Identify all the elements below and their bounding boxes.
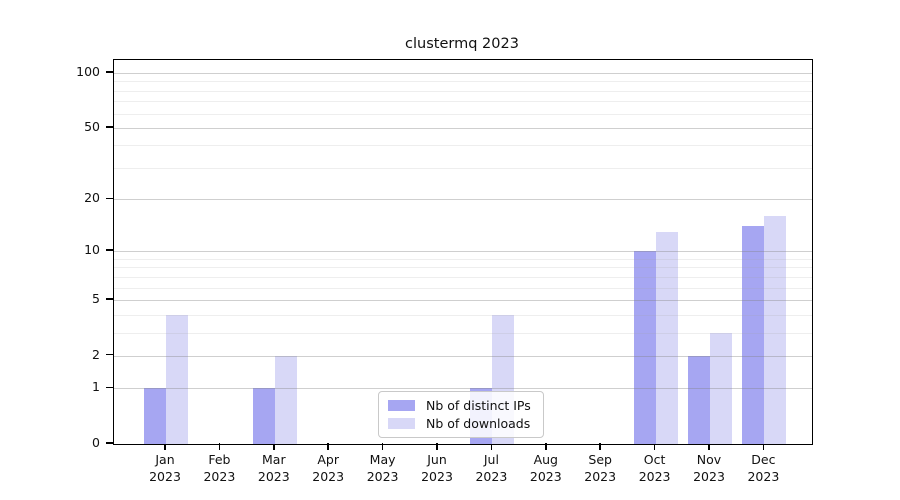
y-tick-50 bbox=[106, 126, 113, 128]
x-tick-year-apr: 2023 bbox=[312, 469, 345, 484]
y-tick-0 bbox=[106, 442, 113, 444]
x-tick-label-mar: Mar 2023 bbox=[242, 451, 306, 485]
x-tick-may bbox=[381, 443, 384, 450]
x-tick-year-feb: 2023 bbox=[203, 469, 236, 484]
y-tick-label-100: 100 bbox=[76, 64, 100, 79]
x-tick-apr bbox=[327, 443, 329, 450]
bar-nb-of-downloads-oct bbox=[655, 231, 678, 444]
x-tick-jul bbox=[490, 443, 493, 450]
bars-layer bbox=[114, 60, 812, 444]
x-tick-year-oct: 2023 bbox=[638, 469, 671, 484]
x-tick-label-may: May 2023 bbox=[351, 451, 415, 485]
bar-nb-of-distinct-ips-nov bbox=[688, 355, 710, 444]
x-tick-feb bbox=[218, 443, 221, 450]
x-tick-label-jul: Jul 2023 bbox=[459, 451, 523, 485]
bar-nb-of-downloads-jan bbox=[166, 314, 188, 444]
legend-swatch-distinct-ips bbox=[388, 400, 415, 411]
x-tick-label-jun: Jun 2023 bbox=[405, 451, 469, 485]
x-tick-sep bbox=[599, 443, 601, 450]
y-tick-label-0: 0 bbox=[92, 435, 100, 450]
bar-nb-of-downloads-nov bbox=[710, 332, 732, 444]
x-tick-year-mar: 2023 bbox=[257, 469, 290, 484]
x-tick-year-jul: 2023 bbox=[475, 469, 508, 484]
y-tick-label-5: 5 bbox=[92, 290, 100, 306]
legend-swatch-downloads bbox=[388, 418, 415, 429]
x-tick-aug bbox=[545, 443, 547, 450]
x-tick-label-dec: Dec 2023 bbox=[731, 451, 795, 485]
x-tick-label-nov: Nov 2023 bbox=[677, 451, 741, 485]
bar-nb-of-distinct-ips-jan bbox=[144, 388, 166, 444]
y-tick-label-10: 10 bbox=[84, 242, 100, 258]
plot-area: Nb of distinct IPs Nb of downloads bbox=[113, 59, 813, 445]
y-tick-1 bbox=[106, 386, 113, 389]
legend-item-downloads: Nb of downloads bbox=[379, 416, 543, 431]
x-tick-year-nov: 2023 bbox=[693, 469, 725, 484]
bar-nb-of-downloads-dec bbox=[764, 216, 787, 444]
legend-label-downloads: Nb of downloads bbox=[426, 416, 531, 431]
x-tick-mar bbox=[273, 443, 275, 450]
bar-nb-of-distinct-ips-oct bbox=[633, 251, 656, 444]
bar-nb-of-distinct-ips-mar bbox=[252, 388, 275, 444]
x-tick-jan bbox=[164, 443, 166, 450]
x-tick-label-aug: Aug 2023 bbox=[514, 451, 578, 485]
y-tick-label-20: 20 bbox=[84, 190, 100, 206]
y-tick-2 bbox=[106, 353, 113, 356]
x-tick-nov bbox=[708, 443, 710, 450]
x-tick-year-jan: 2023 bbox=[149, 469, 181, 484]
y-tick-100 bbox=[106, 71, 113, 73]
x-tick-label-oct: Oct 2023 bbox=[623, 451, 687, 485]
x-tick-oct bbox=[653, 443, 656, 450]
x-tick-label-feb: Feb 2023 bbox=[187, 451, 251, 485]
x-tick-dec bbox=[762, 443, 765, 450]
x-tick-year-aug: 2023 bbox=[529, 469, 562, 484]
y-tick-label-50: 50 bbox=[84, 118, 100, 134]
x-tick-label-sep: Sep 2023 bbox=[568, 451, 632, 485]
legend-label-distinct-ips: Nb of distinct IPs bbox=[426, 398, 531, 413]
y-tick-5 bbox=[106, 298, 113, 300]
y-tick-label-1: 1 bbox=[92, 379, 100, 395]
y-tick-label-2: 2 bbox=[92, 346, 100, 362]
x-tick-jun bbox=[436, 443, 438, 450]
x-tick-year-dec: 2023 bbox=[747, 469, 780, 484]
x-tick-year-jun: 2023 bbox=[421, 469, 453, 484]
x-tick-year-sep: 2023 bbox=[584, 469, 617, 484]
bar-nb-of-distinct-ips-dec bbox=[742, 226, 765, 444]
legend: Nb of distinct IPs Nb of downloads bbox=[378, 391, 544, 438]
chart-title: clustermq 2023 bbox=[405, 36, 519, 52]
y-tick-10 bbox=[106, 249, 113, 251]
legend-item-distinct-ips: Nb of distinct IPs bbox=[379, 398, 543, 413]
x-tick-label-apr: Apr 2023 bbox=[296, 451, 360, 485]
x-tick-year-may: 2023 bbox=[366, 469, 399, 484]
y-tick-20 bbox=[106, 197, 113, 199]
x-tick-label-jan: Jan 2023 bbox=[133, 451, 197, 485]
bar-nb-of-downloads-mar bbox=[274, 355, 297, 444]
